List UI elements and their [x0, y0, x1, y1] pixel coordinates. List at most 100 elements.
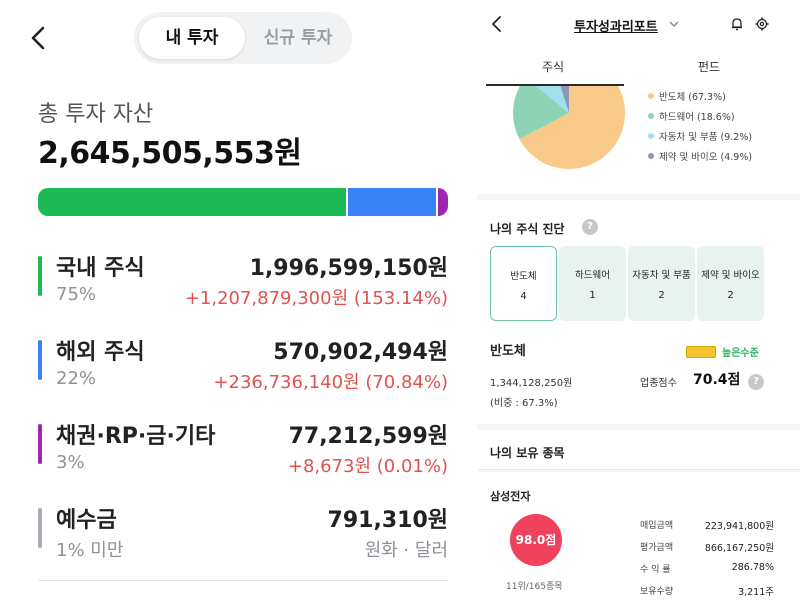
sector-amount: 1,344,128,250원 [490, 378, 573, 389]
pie-slice [519, 86, 625, 169]
legend-item: 자동차 및 부품 (9.2%) [648, 126, 752, 146]
category-name: 반도체 [510, 271, 537, 282]
allocation-segment [345, 188, 436, 216]
allocation-bar [38, 188, 448, 216]
asset-row-bond-rp-gold[interactable]: 채권·RP·금·기타 3% 77,212,599원 +8,673원 (0.01%… [38, 418, 448, 480]
category-count: 4 [520, 291, 527, 302]
asset-color-strip [38, 508, 42, 548]
category-name: 제약 및 바이오 [701, 270, 760, 281]
legend-item: 반도체 (67.3%) [648, 86, 752, 106]
asset-name: 해외 주식 [56, 340, 145, 365]
category-pharma-bio[interactable]: 제약 및 바이오 2 [697, 246, 764, 321]
back-arrow-icon[interactable] [28, 24, 50, 52]
sector-weight: (비중 : 67.3%) [490, 398, 558, 409]
asset-currency-note: 원화 · 달러 [364, 540, 448, 561]
asset-name: 채권·RP·금·기타 [56, 424, 216, 449]
sector-name: 반도체 [490, 344, 526, 359]
stock-diagnosis-card: 나의 주식 진단 ? 반도체 4 하드웨어 1 자동차 및 부품 2 제약 및 … [478, 200, 800, 322]
asset-color-strip [38, 256, 42, 296]
sector-pie-chart [513, 86, 625, 169]
tab-stocks[interactable]: 주식 [542, 60, 565, 74]
stock-score-badge: 98.0점 [510, 514, 562, 566]
legend-dot [648, 133, 654, 139]
sector-score-value: 70.4점 [693, 372, 741, 388]
back-arrow-icon[interactable] [490, 14, 504, 34]
asset-change: +236,736,140원 (70.84%) [213, 372, 448, 393]
tab-my-investment[interactable]: 내 투자 [139, 17, 245, 59]
category-name: 하드웨어 [575, 270, 610, 281]
asset-percent: 22% [56, 368, 97, 389]
help-icon[interactable]: ? [582, 219, 598, 235]
metric-label: 보유수량 [640, 587, 674, 597]
legend-label: 반도체 (67.3%) [659, 92, 726, 103]
category-hardware[interactable]: 하드웨어 1 [559, 246, 626, 321]
metric-label: 매입금액 [640, 521, 674, 531]
level-badge: 높은수준 [686, 344, 759, 359]
category-count: 2 [658, 290, 665, 301]
legend-dot [648, 93, 654, 99]
metric-value: 866,167,250원 [704, 543, 774, 554]
legend-label: 제약 및 바이오 (4.9%) [659, 152, 753, 163]
stock-rank: 11위/165종목 [506, 582, 563, 592]
holding-card-samsung[interactable]: 삼성전자 98.0점 11위/165종목 매입금액 223,941,800원 평… [478, 472, 800, 600]
asset-amount: 77,212,599원 [288, 424, 448, 449]
stock-name: 삼성전자 [490, 490, 531, 503]
tab-new-investment[interactable]: 신규 투자 [263, 28, 333, 48]
help-icon[interactable]: ? [748, 374, 764, 390]
asset-name: 예수금 [56, 508, 117, 533]
performance-report-screen: 투자성과리포트 주식 펀드 반도체 (67.3%) [478, 0, 800, 600]
allocation-segment [38, 188, 346, 216]
category-auto-parts[interactable]: 자동차 및 부품 2 [628, 246, 695, 321]
legend-dot [648, 113, 654, 119]
sector-score-label: 업종점수 [640, 378, 677, 389]
legend-label: 자동차 및 부품 (9.2%) [659, 132, 753, 143]
battery-level-icon [686, 345, 716, 358]
asset-row-domestic-stock[interactable]: 국내 주식 75% 1,996,599,150원 +1,207,879,300원… [38, 250, 448, 312]
asset-change: +1,207,879,300원 (153.14%) [184, 288, 448, 309]
asset-percent: 1% 미만 [56, 540, 124, 561]
sector-pie-card: 반도체 (67.3%) 하드웨어 (18.6%) 자동차 및 부품 (9.2%)… [478, 86, 800, 194]
asset-name: 국내 주식 [56, 256, 145, 281]
asset-change: +8,673원 (0.01%) [287, 456, 448, 477]
legend-label: 하드웨어 (18.6%) [659, 112, 735, 123]
asset-percent: 75% [56, 284, 97, 305]
metric-value: 223,941,800원 [704, 521, 774, 532]
asset-row-overseas-stock[interactable]: 해외 주식 22% 570,902,494원 +236,736,140원 (70… [38, 334, 448, 396]
asset-color-strip [38, 340, 42, 380]
level-text: 높은수준 [722, 348, 759, 359]
metric-value: 286.78% [731, 562, 774, 573]
allocation-segment [435, 188, 448, 216]
holdings-title: 나의 보유 종목 [490, 446, 565, 460]
my-investment-screen: 내 투자 신규 투자 총 투자 자산 2,645,505,553원 국내 주식 … [28, 12, 448, 581]
diagnosis-title: 나의 주식 진단 [490, 222, 565, 236]
asset-percent: 3% [56, 452, 85, 473]
asset-amount: 570,902,494원 [273, 340, 448, 365]
metric-label: 평가금액 [640, 543, 674, 553]
pie-legend: 반도체 (67.3%) 하드웨어 (18.6%) 자동차 및 부품 (9.2%)… [648, 86, 752, 166]
pie-slice [560, 86, 569, 113]
category-name: 자동차 및 부품 [632, 270, 691, 281]
total-assets-label: 총 투자 자산 [38, 102, 154, 127]
asset-amount: 791,310원 [327, 508, 448, 533]
holdings-header: 나의 보유 종목 [478, 430, 800, 470]
investment-tab-switch: 내 투자 신규 투자 [134, 12, 352, 64]
tab-funds[interactable]: 펀드 [698, 60, 721, 74]
active-tab-indicator [486, 84, 624, 86]
asset-row-deposit[interactable]: 예수금 1% 미만 791,310원 원화 · 달러 [38, 502, 448, 564]
sector-detail-card: 반도체 높은수준 1,344,128,250원 (비중 : 67.3%) 업종점… [478, 322, 800, 424]
chevron-down-icon[interactable] [668, 18, 680, 30]
report-title[interactable]: 투자성과리포트 [574, 20, 658, 35]
asset-amount: 1,996,599,150원 [249, 256, 448, 281]
category-semiconductor[interactable]: 반도체 4 [490, 246, 557, 321]
report-header: 투자성과리포트 [478, 0, 800, 48]
category-count: 2 [727, 290, 734, 301]
bell-icon[interactable] [730, 17, 744, 31]
metric-label: 수 익 률 [640, 565, 671, 575]
metric-value: 3,211주 [738, 587, 774, 598]
legend-item: 하드웨어 (18.6%) [648, 106, 752, 126]
total-assets-value: 2,645,505,553원 [38, 136, 302, 171]
gear-icon[interactable] [755, 17, 769, 31]
pie-slice [535, 86, 569, 113]
pie-slice [513, 86, 569, 140]
category-count: 1 [589, 290, 596, 301]
